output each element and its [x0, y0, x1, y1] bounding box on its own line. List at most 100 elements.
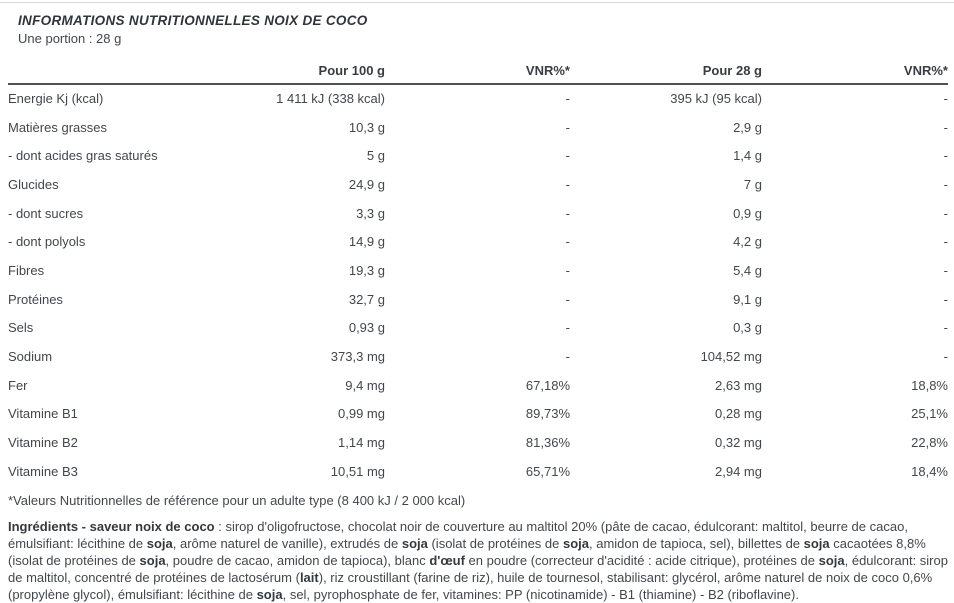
nutrient-value: 32,7 g [348, 291, 385, 307]
nutrient-value: - [943, 176, 948, 192]
table-row: Sodium 373,3 mg - 104,52 mg - [8, 342, 948, 371]
column-header-vnr-100g: VNR%* [385, 58, 570, 85]
nutrient-value: - [565, 262, 570, 278]
nutrient-value: 65,71% [525, 463, 570, 479]
nutrient-value: - [943, 205, 948, 221]
ingredient-allergen-text: soja [256, 586, 283, 602]
ingredient-text: , poudre de cacao, amidon de tapioca), b… [165, 552, 430, 568]
nutrient-value: 0,28 mg [715, 406, 762, 422]
nutrient-value: 9,1 g [733, 291, 762, 307]
nutrient-value: - [943, 349, 948, 365]
table-header-row: Pour 100 g VNR%* Pour 28 g VNR%* [8, 58, 948, 85]
nutrient-value: - [943, 91, 948, 107]
nutrient-value: 67,18% [525, 377, 570, 393]
nutrient-value: 22,8% [911, 435, 948, 451]
ingredient-allergen-text: soja [146, 535, 173, 551]
nutrient-label: Fer [8, 377, 28, 393]
column-header-per-100g: Pour 100 g [233, 58, 385, 85]
nutrient-value: 0,9 g [733, 205, 762, 221]
ingredients-paragraph: Ingrédients - saveur noix de coco : siro… [8, 518, 948, 603]
nutrient-value: 1 411 kJ (338 kcal) [276, 91, 385, 107]
table-row: Sels 0,93 g - 0,3 g - [8, 314, 948, 343]
nutrient-value: 104,52 mg [700, 349, 762, 365]
ingredient-text: , arôme naturel de vanille), extrudés de [172, 535, 402, 551]
top-divider [0, 2, 954, 3]
nutrient-label: Sels [8, 320, 34, 336]
nutrient-value: 18,8% [911, 377, 948, 393]
nutrition-table: Pour 100 g VNR%* Pour 28 g VNR%* Energie… [8, 58, 948, 486]
nutrient-label: Vitamine B3 [8, 463, 78, 479]
nutrient-value: 395 kJ (95 kcal) [670, 91, 762, 107]
nutrient-value: - [565, 91, 570, 107]
ingredient-allergen-text: soja [803, 535, 830, 551]
table-row: Vitamine B1 0,99 mg 89,73% 0,28 mg 25,1% [8, 400, 948, 429]
nutrient-label: Glucides [8, 176, 59, 192]
table-row: - dont sucres 3,3 g - 0,9 g - [8, 199, 948, 228]
nutrient-label: Fibres [8, 262, 45, 278]
ingredient-allergen-text: soja [139, 552, 166, 568]
panel-header: INFORMATIONS NUTRITIONNELLES NOIX DE COC… [0, 3, 954, 58]
table-row: Energie Kj (kcal) 1 411 kJ (338 kcal) - 395… [8, 84, 948, 113]
nutrient-value: 2,9 g [733, 119, 762, 135]
nutrient-value: - [565, 320, 570, 336]
nutrient-value: 0,3 g [733, 320, 762, 336]
table-row: - dont polyols 14,9 g - 4,2 g - [8, 227, 948, 256]
table-row: Fer 9,4 mg 67,18% 2,63 mg 18,8% [8, 371, 948, 400]
nutrient-value: 4,2 g [733, 234, 762, 250]
nutrient-value: - [943, 148, 948, 164]
nutrient-value: 2,63 mg [715, 377, 762, 393]
nutrient-label: Vitamine B2 [8, 435, 78, 451]
column-header-vnr-28g: VNR%* [762, 58, 948, 85]
nutrient-value: 0,99 mg [338, 406, 385, 422]
nutrient-value: - [943, 234, 948, 250]
ingredient-text: : sirop d'oligofructose, chocolat noir d… [8, 518, 908, 551]
table-row: Vitamine B3 10,51 mg 65,71% 2,94 mg 18,4% [8, 457, 948, 486]
nutrition-table-body: Energie Kj (kcal) 1 411 kJ (338 kcal) - 395… [8, 84, 948, 486]
table-row: Matières grasses 10,3 g - 2,9 g - [8, 113, 948, 142]
ingredient-allergen-text: Ingrédients - saveur noix de coco [8, 518, 215, 534]
nutrient-value: 10,3 g [348, 119, 385, 135]
table-row: - dont acides gras saturés 5 g - 1,4 g - [8, 141, 948, 170]
nutrient-value: - [565, 205, 570, 221]
ingredient-text: , sel, pyrophosphate de fer, vitamines: … [282, 586, 799, 602]
ingredient-text: , amidon de tapioca, sel), billettes de [589, 535, 804, 551]
nutrient-label: Protéines [8, 291, 63, 307]
nutrient-value: - [565, 349, 570, 365]
ingredient-text: (isolat de protéines de [427, 535, 563, 551]
column-header-nutrient [8, 58, 233, 85]
nutrient-value: 7 g [743, 176, 762, 192]
ingredient-text: , édulcorant: sirop de maltitol, concent… [8, 552, 948, 585]
nutrient-value: 3,3 g [356, 205, 385, 221]
ingredient-text: en poudre (correcteur d'acidité : acide … [464, 552, 819, 568]
nutrient-value: - [565, 148, 570, 164]
nutrient-value: 5,4 g [733, 262, 762, 278]
vnr-footnote: *Valeurs Nutritionnelles de référence po… [8, 492, 466, 508]
nutrient-label: Energie Kj (kcal) [8, 91, 104, 107]
nutrient-label: - dont polyols [8, 234, 86, 250]
nutrient-value: 81,36% [525, 435, 570, 451]
ingredient-allergen-text: lait [299, 569, 319, 585]
nutrient-value: 9,4 mg [345, 377, 385, 393]
nutrient-label: Matières grasses [8, 119, 107, 135]
nutrient-value: 89,73% [525, 406, 570, 422]
nutrient-value: 373,3 mg [330, 349, 385, 365]
section-title: INFORMATIONS NUTRITIONNELLES NOIX DE COC… [18, 13, 368, 28]
nutrient-value: 10,51 mg [330, 463, 385, 479]
nutrient-value: - [943, 291, 948, 307]
nutrient-value: 1,4 g [733, 148, 762, 164]
nutrient-value: 2,94 mg [715, 463, 762, 479]
table-row: Fibres 19,3 g - 5,4 g - [8, 256, 948, 285]
portion-size-text: Une portion : 28 g [18, 31, 122, 46]
table-row: Protéines 32,7 g - 9,1 g - [8, 285, 948, 314]
table-row: Vitamine B2 1,14 mg 81,36% 0,32 mg 22,8% [8, 428, 948, 457]
nutrient-value: - [565, 119, 570, 135]
nutrient-value: 5 g [366, 148, 385, 164]
nutrient-label: - dont sucres [8, 205, 84, 221]
nutrient-value: 25,1% [911, 406, 948, 422]
nutrient-label: Sodium [8, 349, 53, 365]
ingredient-allergen-text: d'œuf [429, 552, 465, 568]
nutrient-value: - [943, 320, 948, 336]
nutrient-value: 1,14 mg [338, 435, 385, 451]
nutrient-value: 14,9 g [348, 234, 385, 250]
